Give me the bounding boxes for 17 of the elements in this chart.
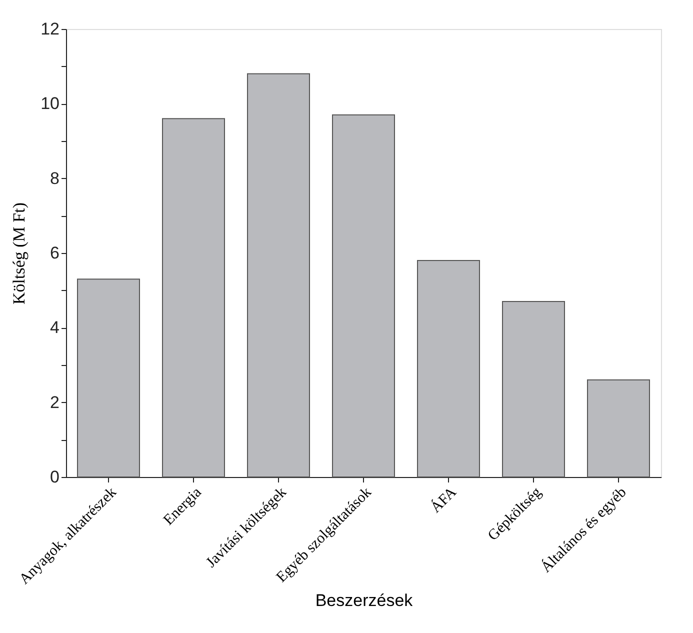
bar — [247, 73, 310, 478]
y-tick-label: 4 — [50, 318, 60, 338]
y-tick-label: 0 — [50, 468, 60, 486]
bar — [502, 301, 565, 478]
bar — [587, 379, 650, 478]
bar — [77, 278, 140, 478]
bar — [417, 260, 480, 478]
bar — [332, 114, 395, 478]
y-tick-label: 12 — [40, 20, 60, 38]
y-tick-label: 6 — [50, 244, 60, 262]
bar — [162, 118, 225, 478]
y-tick-label: 2 — [50, 392, 60, 412]
x-tick-label: ÁFA — [427, 484, 460, 516]
y-axis-title: Költség (M Ft) — [10, 202, 29, 304]
x-axis-title: Beszerzések — [315, 590, 414, 610]
y-tick-label: 8 — [50, 168, 60, 188]
y-tick-label: 10 — [40, 94, 60, 114]
